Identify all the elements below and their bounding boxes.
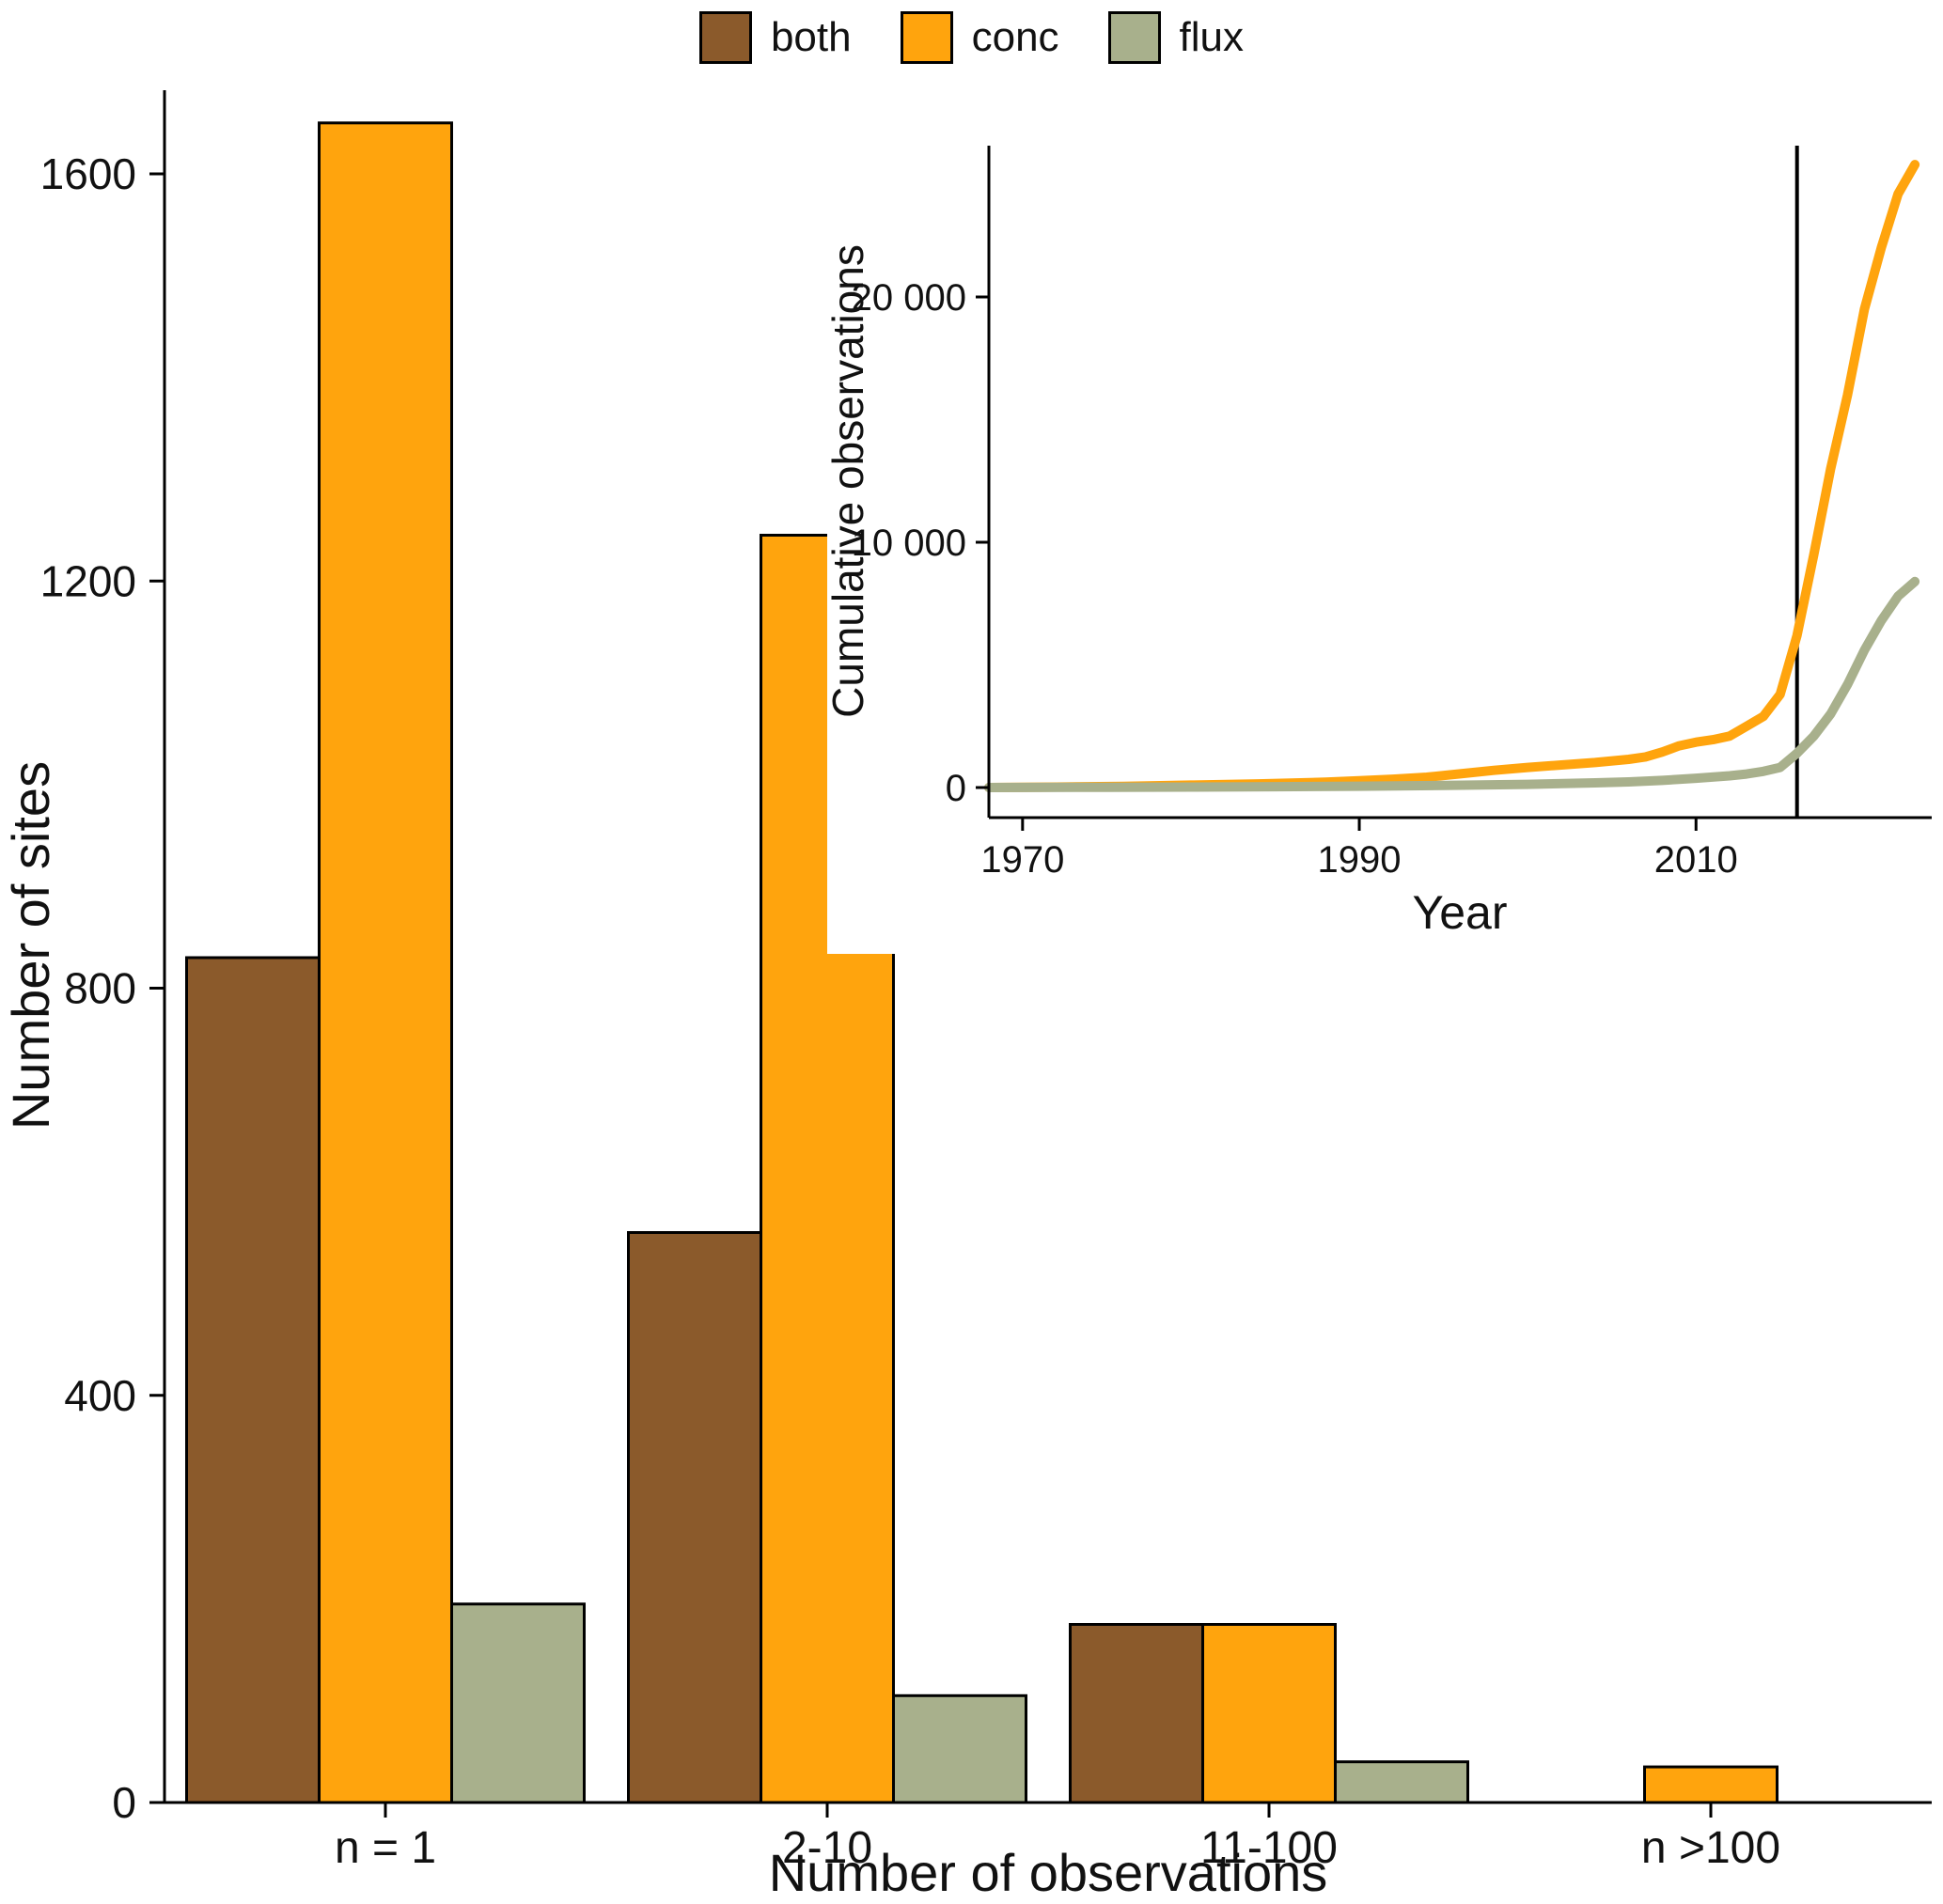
main-x-axis-title: Number of observations bbox=[769, 1843, 1328, 1902]
inset-y-tick-label: 10 000 bbox=[852, 523, 966, 564]
legend-label-conc: conc bbox=[971, 14, 1059, 60]
main-x-tick-label: n >100 bbox=[1641, 1823, 1780, 1873]
main-y-tick-label: 800 bbox=[64, 964, 136, 1013]
bar-conc-cat3 bbox=[1643, 1765, 1778, 1804]
main-y-tick-label: 1200 bbox=[40, 556, 136, 605]
legend: both conc flux bbox=[0, 11, 1943, 64]
inset-y-axis-title: Cumulative observations bbox=[823, 244, 872, 718]
legend-label-both: both bbox=[770, 14, 852, 60]
bar-conc-cat0 bbox=[318, 121, 453, 1804]
bar-both-cat0 bbox=[185, 956, 321, 1804]
bar-flux-cat2 bbox=[1334, 1760, 1469, 1804]
main-y-tick-label: 1600 bbox=[40, 149, 136, 198]
legend-item-conc: conc bbox=[900, 11, 1059, 64]
main-x-tick-label: n = 1 bbox=[335, 1823, 436, 1873]
main-x-tick-label: 11-100 bbox=[1200, 1823, 1338, 1873]
main-chart: 0 400 800 1200 1600 n = 1 2-10 11-100 n >100 Num… bbox=[1, 90, 1932, 1902]
inset-x-tick-label: 2010 bbox=[1654, 839, 1738, 881]
bar-flux-cat0 bbox=[450, 1602, 586, 1804]
inset-x-axis-title: Year bbox=[1412, 886, 1507, 939]
bar-flux-cat1 bbox=[892, 1693, 1027, 1804]
legend-label-flux: flux bbox=[1179, 14, 1245, 60]
inset-y-tick-label: 20 000 bbox=[852, 277, 966, 319]
main-y-tick-label: 400 bbox=[64, 1371, 136, 1420]
legend-swatch-both bbox=[698, 11, 752, 64]
inset-axes: 0 10 000 20 000 1970 1990 2010 bbox=[852, 146, 1932, 881]
bar-conc-cat2 bbox=[1201, 1623, 1337, 1804]
main-x-tick-label: 2-10 bbox=[782, 1823, 872, 1873]
inset-x-tick-label: 1970 bbox=[980, 839, 1064, 881]
inset-background bbox=[827, 99, 1943, 954]
legend-swatch-flux bbox=[1107, 11, 1161, 64]
inset-lines bbox=[984, 146, 1920, 818]
inset-y-tick-label: 0 bbox=[946, 768, 966, 809]
main-y-tick-label: 0 bbox=[112, 1778, 136, 1827]
main-bars bbox=[185, 121, 1778, 1804]
legend-swatch-conc bbox=[900, 11, 953, 64]
inset-line-flux bbox=[984, 576, 1920, 792]
inset-chart: 0 10 000 20 000 1970 1990 2010 Cumulative obs… bbox=[823, 99, 1943, 954]
main-y-axis-title: Number of sites bbox=[1, 761, 60, 1130]
main-axes: 0 400 800 1200 1600 n = 1 2-10 11-100 n >100 bbox=[40, 90, 1932, 1873]
bar-both-cat2 bbox=[1069, 1623, 1204, 1804]
inset-x-tick-label: 1990 bbox=[1318, 839, 1402, 881]
legend-item-flux: flux bbox=[1107, 11, 1245, 64]
bar-both-cat1 bbox=[627, 1231, 762, 1804]
legend-item-both: both bbox=[698, 11, 852, 64]
